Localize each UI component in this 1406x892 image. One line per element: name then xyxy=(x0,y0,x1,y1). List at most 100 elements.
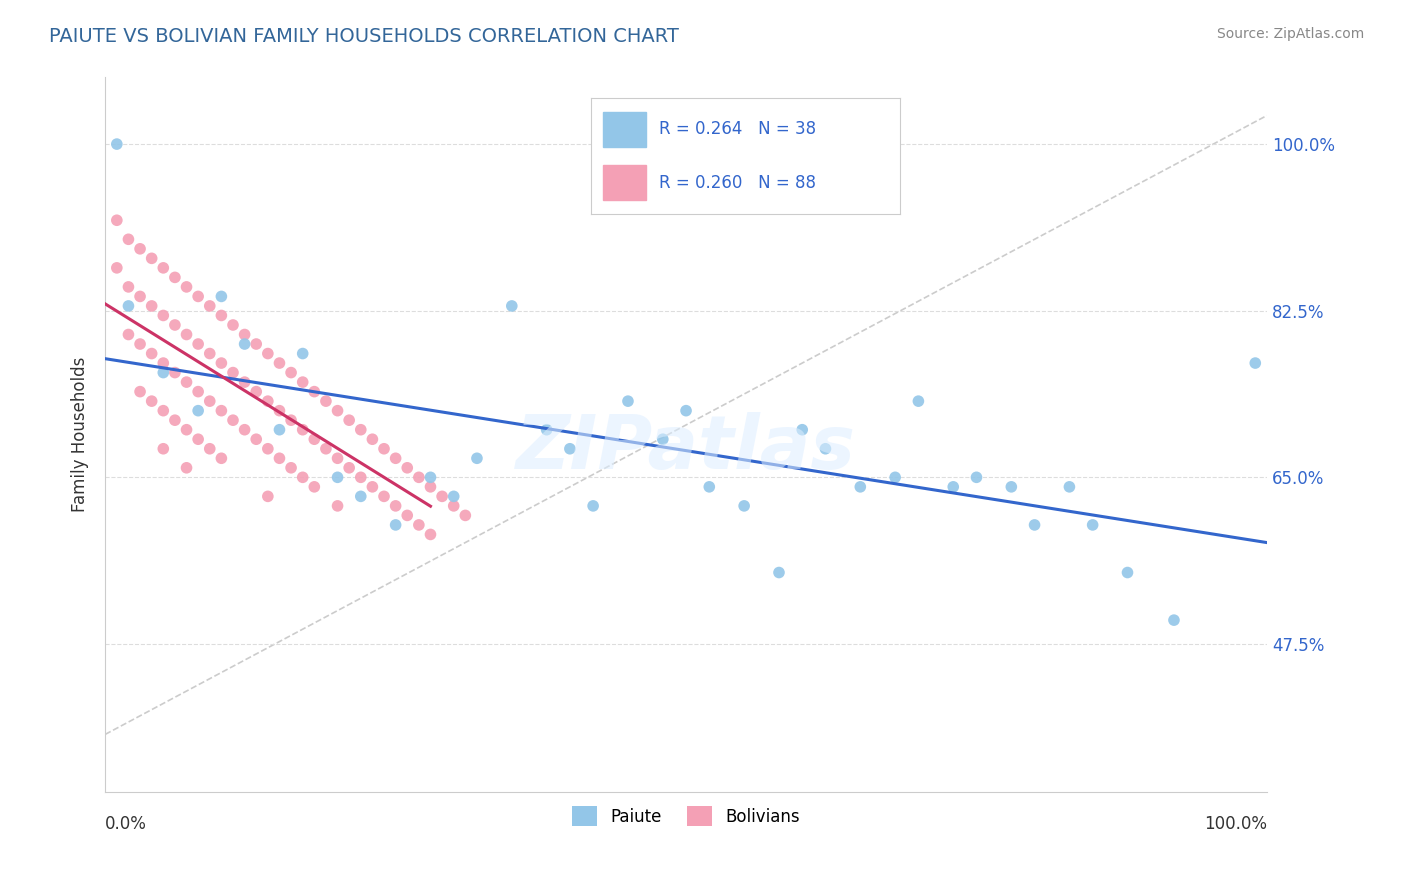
Text: ZIPatlas: ZIPatlas xyxy=(516,412,856,485)
Point xyxy=(1163,613,1185,627)
Point xyxy=(187,337,209,351)
Point xyxy=(105,137,128,152)
Point xyxy=(222,318,245,332)
Point xyxy=(315,394,337,409)
Y-axis label: Family Households: Family Households xyxy=(72,357,89,512)
Point xyxy=(209,309,232,323)
Point xyxy=(291,470,314,484)
Point xyxy=(129,289,152,303)
Point xyxy=(187,384,209,399)
Point xyxy=(198,394,221,409)
Point xyxy=(350,489,373,503)
Point xyxy=(350,423,373,437)
Point xyxy=(269,423,291,437)
Point xyxy=(233,375,256,389)
Point xyxy=(269,451,291,466)
Point xyxy=(304,480,326,494)
Point xyxy=(141,394,163,409)
Point xyxy=(361,432,384,446)
Point xyxy=(152,366,174,380)
Point xyxy=(129,242,152,256)
Point xyxy=(907,394,929,409)
Point xyxy=(245,432,267,446)
Point xyxy=(304,384,326,399)
Point xyxy=(257,346,280,360)
Point xyxy=(326,451,349,466)
Point xyxy=(163,318,186,332)
Point xyxy=(697,480,720,494)
Point xyxy=(326,403,349,417)
Point xyxy=(222,366,245,380)
Point xyxy=(408,517,430,532)
Point xyxy=(651,432,673,446)
Point xyxy=(129,384,152,399)
Point xyxy=(396,508,419,523)
Point xyxy=(222,413,245,427)
Point xyxy=(152,403,174,417)
Point xyxy=(373,442,395,456)
Text: R = 0.264   N = 38: R = 0.264 N = 38 xyxy=(658,120,815,138)
Point xyxy=(245,337,267,351)
Point xyxy=(245,384,267,399)
Point xyxy=(117,232,139,246)
Point xyxy=(105,213,128,227)
Point xyxy=(257,489,280,503)
Point xyxy=(1116,566,1139,580)
Point xyxy=(152,442,174,456)
Point xyxy=(233,423,256,437)
Point xyxy=(280,460,302,475)
Point xyxy=(384,499,406,513)
Point xyxy=(163,413,186,427)
Text: R = 0.260   N = 88: R = 0.260 N = 88 xyxy=(658,174,815,192)
Point xyxy=(280,413,302,427)
Point xyxy=(1000,480,1022,494)
Point xyxy=(117,299,139,313)
Point xyxy=(373,489,395,503)
Point xyxy=(419,470,441,484)
Point xyxy=(849,480,872,494)
Point xyxy=(792,423,814,437)
Point xyxy=(454,508,477,523)
Point xyxy=(198,299,221,313)
Point xyxy=(396,460,419,475)
Point xyxy=(419,480,441,494)
Point xyxy=(733,499,755,513)
Point xyxy=(152,260,174,275)
Point xyxy=(465,451,488,466)
Point xyxy=(176,280,198,294)
Point xyxy=(176,460,198,475)
Point xyxy=(209,289,232,303)
Point xyxy=(350,470,373,484)
Point xyxy=(1059,480,1081,494)
Point xyxy=(269,356,291,370)
Point xyxy=(582,499,605,513)
Point xyxy=(675,403,697,417)
Point xyxy=(326,499,349,513)
Point xyxy=(198,346,221,360)
Text: Source: ZipAtlas.com: Source: ZipAtlas.com xyxy=(1216,27,1364,41)
Point xyxy=(501,299,523,313)
Point xyxy=(176,327,198,342)
Point xyxy=(326,470,349,484)
Point xyxy=(384,451,406,466)
Text: 100.0%: 100.0% xyxy=(1204,815,1267,833)
Point xyxy=(966,470,988,484)
Text: PAIUTE VS BOLIVIAN FAMILY HOUSEHOLDS CORRELATION CHART: PAIUTE VS BOLIVIAN FAMILY HOUSEHOLDS COR… xyxy=(49,27,679,45)
Point xyxy=(337,413,360,427)
Point xyxy=(1024,517,1046,532)
Point xyxy=(141,252,163,266)
Point xyxy=(257,394,280,409)
Point xyxy=(315,442,337,456)
Point xyxy=(304,432,326,446)
Point xyxy=(117,280,139,294)
Point xyxy=(884,470,907,484)
Point xyxy=(291,346,314,360)
Point xyxy=(257,442,280,456)
Point xyxy=(233,337,256,351)
Point xyxy=(768,566,790,580)
Point xyxy=(337,460,360,475)
Point xyxy=(187,289,209,303)
Point xyxy=(361,480,384,494)
Point xyxy=(419,527,441,541)
Point xyxy=(617,394,640,409)
